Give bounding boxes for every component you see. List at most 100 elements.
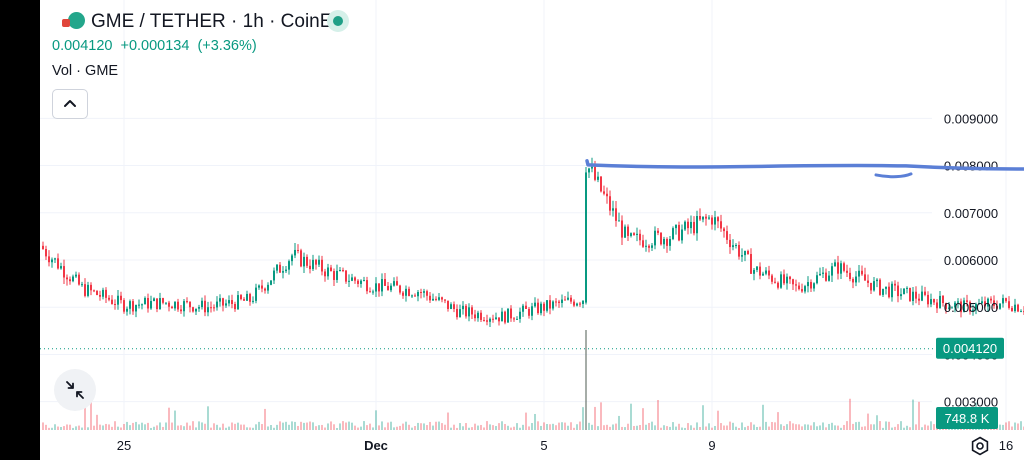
volume-bar bbox=[66, 424, 68, 430]
candle-body bbox=[198, 307, 200, 309]
volume-bar bbox=[189, 425, 191, 430]
candle-body bbox=[579, 303, 581, 305]
candle-body bbox=[606, 193, 608, 197]
candle-body bbox=[855, 276, 857, 283]
volume-bar bbox=[570, 422, 572, 430]
volume-bar bbox=[774, 422, 776, 430]
candle-body bbox=[996, 305, 998, 309]
volume-bar bbox=[462, 426, 464, 430]
candle-body bbox=[276, 264, 278, 271]
price-chart[interactable]: 0.009000 0.008000 0.007000 0.006000 0.005000… bbox=[40, 0, 1024, 460]
candle-body bbox=[516, 318, 518, 320]
volume-bar bbox=[264, 408, 266, 430]
volume-bar bbox=[372, 427, 374, 430]
candle-body bbox=[180, 309, 182, 312]
volume-bar bbox=[402, 423, 404, 430]
candle-body bbox=[678, 224, 680, 241]
volume-bar bbox=[270, 425, 272, 430]
shrink-chart-button[interactable] bbox=[54, 369, 96, 411]
symbol-title[interactable]: GME / TETHER · 1h · CoinEx bbox=[62, 10, 342, 33]
candle-body bbox=[816, 275, 818, 284]
candle-body bbox=[522, 305, 524, 312]
volume-bar bbox=[732, 422, 734, 430]
volume-bar bbox=[870, 424, 872, 430]
candle-body bbox=[201, 300, 203, 308]
volume-bar bbox=[291, 421, 293, 430]
candle-body bbox=[633, 233, 635, 235]
volume-bar bbox=[207, 406, 209, 430]
volume-bar bbox=[693, 427, 695, 430]
market-status-dot-icon[interactable] bbox=[327, 10, 349, 32]
candle-body bbox=[138, 304, 140, 306]
volume-bar bbox=[852, 423, 854, 430]
candle-body bbox=[174, 301, 176, 309]
volume-bar bbox=[267, 426, 269, 430]
candle-body bbox=[252, 300, 254, 302]
volume-bar bbox=[513, 426, 515, 430]
candle-body bbox=[894, 283, 896, 286]
volume-bar bbox=[477, 425, 479, 430]
volume-bar bbox=[360, 426, 362, 430]
gear-icon[interactable] bbox=[970, 436, 990, 456]
candle-body bbox=[177, 301, 179, 310]
candle-body bbox=[330, 267, 332, 272]
candle-body bbox=[339, 270, 341, 272]
volume-bar bbox=[717, 410, 719, 430]
volume-bar bbox=[723, 425, 725, 430]
volume-bar bbox=[201, 422, 203, 430]
candle-body bbox=[537, 302, 539, 314]
volume-bar bbox=[42, 422, 44, 430]
volume-bar bbox=[741, 422, 743, 430]
candle-body bbox=[768, 270, 770, 276]
volume-bar bbox=[318, 425, 320, 430]
candle-body bbox=[156, 298, 158, 310]
candle-body bbox=[972, 309, 974, 312]
volume-bar bbox=[312, 422, 314, 430]
volume-bar bbox=[216, 424, 218, 430]
candle-body bbox=[471, 307, 473, 315]
volume-bar bbox=[573, 427, 575, 430]
volume-bar bbox=[108, 424, 110, 430]
volume-bar bbox=[804, 424, 806, 430]
candle-body bbox=[930, 299, 932, 305]
candle-body bbox=[486, 320, 488, 322]
volume-bar bbox=[150, 427, 152, 430]
volume-bar bbox=[735, 426, 737, 430]
volume-bar bbox=[435, 421, 437, 430]
candle-body bbox=[639, 233, 641, 241]
volume-bar bbox=[876, 415, 878, 430]
candle-body bbox=[594, 166, 596, 180]
candle-body bbox=[591, 166, 593, 169]
candle-body bbox=[657, 230, 659, 233]
date-tick-label: 5 bbox=[540, 438, 547, 453]
price-change-percent: (+3.36%) bbox=[197, 38, 257, 54]
volume-bar bbox=[1020, 421, 1022, 430]
candle-body bbox=[255, 287, 257, 301]
candle-body bbox=[588, 168, 590, 173]
volume-bar bbox=[453, 424, 455, 430]
volume-bar bbox=[45, 424, 47, 430]
candle-body bbox=[81, 284, 83, 286]
candle-body bbox=[288, 261, 290, 270]
candle-body bbox=[969, 301, 971, 312]
volume-bar bbox=[900, 421, 902, 430]
volume-bar bbox=[1008, 421, 1010, 430]
candle-body bbox=[153, 298, 155, 302]
candle-body bbox=[615, 208, 617, 221]
candle-body bbox=[333, 271, 335, 280]
collapse-indicators-button[interactable] bbox=[52, 89, 88, 119]
volume-bar bbox=[249, 427, 251, 430]
volume-bar bbox=[564, 422, 566, 430]
candle-body bbox=[927, 294, 929, 305]
candle-body bbox=[222, 298, 224, 306]
volume-indicator-label[interactable]: Vol · GME bbox=[52, 63, 119, 79]
volume-bar bbox=[519, 427, 521, 430]
volume-bar bbox=[687, 423, 689, 430]
candle-body bbox=[387, 285, 389, 291]
candle-body bbox=[231, 300, 233, 304]
date-tick-label: 16 bbox=[999, 438, 1013, 453]
candle-body bbox=[1011, 307, 1013, 312]
volume-bar bbox=[117, 426, 119, 430]
candle-body bbox=[207, 307, 209, 313]
candle-body bbox=[585, 172, 587, 303]
